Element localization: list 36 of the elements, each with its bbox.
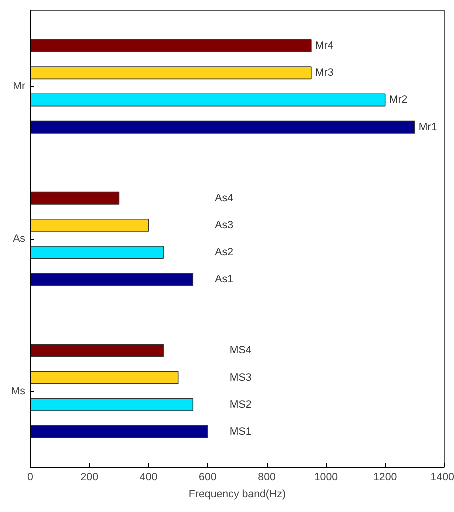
bar: [30, 246, 164, 260]
x-tick-label: 800: [258, 472, 276, 484]
x-tick-label: 1000: [314, 472, 338, 484]
annotation: As1: [215, 274, 234, 286]
bar: [30, 371, 179, 384]
annotation: MS1: [230, 426, 252, 438]
bar: [30, 40, 312, 52]
x-tick-label: 1400: [430, 472, 454, 484]
y-tick-label: Mr: [13, 80, 26, 93]
bar: [30, 218, 150, 232]
x-tick-label: 1200: [374, 472, 398, 484]
annotation: Mr1: [418, 121, 438, 134]
bar: [30, 120, 416, 134]
annotation: As4: [215, 192, 234, 204]
x-tick-label: 200: [80, 472, 99, 484]
y-tick-label: Ms: [11, 385, 26, 398]
annotation: Mr3: [315, 67, 334, 80]
bar: [30, 94, 386, 107]
bar: [30, 398, 194, 412]
bar: [30, 66, 312, 80]
x-tick-label: 600: [199, 472, 217, 484]
annotation: MS4: [230, 344, 252, 357]
x-axis-title: Frequency band(Hz): [188, 488, 286, 500]
x-tick-label: 0: [28, 472, 34, 484]
annotation: Mr2: [389, 94, 408, 106]
bar: [30, 273, 194, 286]
bar: [30, 344, 164, 358]
annotation: Mr4: [315, 40, 334, 52]
annotation: As3: [215, 219, 234, 232]
bar: [30, 192, 120, 205]
annotation: MS2: [230, 398, 252, 411]
y-tick-label: As: [13, 233, 26, 245]
annotation: As2: [215, 246, 234, 259]
bar: [30, 426, 208, 438]
x-tick-label: 400: [140, 472, 158, 484]
annotation: MS3: [230, 372, 252, 384]
